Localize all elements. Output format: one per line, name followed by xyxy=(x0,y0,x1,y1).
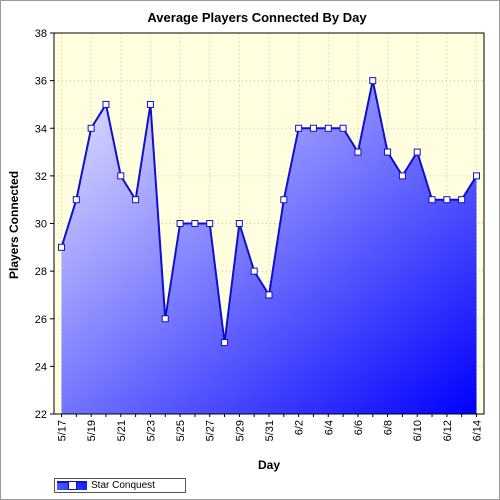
legend-swatch xyxy=(57,480,87,491)
data-point-5/22 xyxy=(132,196,140,204)
x-tick-label: 5/29 xyxy=(234,420,246,441)
data-point-6/6 xyxy=(354,148,362,156)
x-tick-label: 6/12 xyxy=(442,420,454,441)
data-point-6/9 xyxy=(398,172,406,180)
data-point-5/28 xyxy=(221,339,229,347)
x-tick-label: 5/21 xyxy=(116,420,128,441)
y-tick-label: 28 xyxy=(35,266,47,278)
x-tick-label: 5/19 xyxy=(86,420,98,441)
data-point-6/2 xyxy=(295,124,303,132)
y-tick-label: 38 xyxy=(35,28,47,40)
data-point-6/12 xyxy=(443,196,451,204)
data-point-5/21 xyxy=(117,172,125,180)
y-tick-label: 34 xyxy=(35,123,47,135)
x-tick-label: 6/2 xyxy=(294,420,306,435)
data-point-5/30 xyxy=(250,267,258,275)
data-point-5/31 xyxy=(265,291,273,299)
x-tick-label: 6/6 xyxy=(353,420,365,435)
data-point-6/14 xyxy=(473,172,480,180)
y-axis-label: Players Connected xyxy=(7,171,21,279)
y-axis-ticks: 22 24 26 28 30 32 34 36 38 xyxy=(35,28,54,421)
data-point-6/11 xyxy=(428,196,436,204)
y-tick-label: 30 xyxy=(35,219,47,231)
legend: Star Conquest xyxy=(54,478,186,493)
data-point-5/23 xyxy=(146,100,154,108)
y-tick-label: 26 xyxy=(35,314,47,326)
x-axis-label: Day xyxy=(258,458,280,472)
data-point-5/20 xyxy=(102,100,110,108)
data-point-6/3 xyxy=(309,124,317,132)
data-point-5/17 xyxy=(58,243,65,251)
x-tick-label: 6/10 xyxy=(412,420,424,441)
data-point-5/19 xyxy=(87,124,95,132)
legend-label: Star Conquest xyxy=(91,480,155,491)
x-tick-label: 5/23 xyxy=(145,420,157,441)
data-point-5/29 xyxy=(235,220,243,227)
data-point-6/7 xyxy=(369,77,377,85)
data-point-5/26 xyxy=(191,220,199,227)
data-point-6/5 xyxy=(339,124,347,132)
data-points xyxy=(58,77,480,347)
data-point-5/25 xyxy=(176,220,184,227)
plot-border xyxy=(53,32,485,415)
x-tick-label: 6/8 xyxy=(383,420,395,435)
data-point-6/1 xyxy=(280,196,288,204)
series-area xyxy=(61,80,477,414)
chart-title: Average Players Connected By Day xyxy=(147,10,367,25)
x-axis-ticks: 5/17 5/19 5/21 5/23 5/25 5/27 5/29 5/31 6/2 6/4 6/… xyxy=(57,414,484,441)
x-tick-label: 6/4 xyxy=(323,420,335,435)
x-tick-label: 5/25 xyxy=(175,420,187,441)
x-tick-label: 5/31 xyxy=(264,420,276,441)
x-tick-label: 6/14 xyxy=(472,420,484,441)
data-point-6/13 xyxy=(458,196,466,204)
data-point-6/4 xyxy=(324,124,332,132)
x-tick-label: 5/17 xyxy=(57,420,69,441)
x-tick-label: 5/27 xyxy=(205,420,217,441)
y-tick-label: 22 xyxy=(35,409,47,421)
y-tick-label: 24 xyxy=(35,361,47,373)
data-point-6/8 xyxy=(384,148,392,156)
y-tick-label: 32 xyxy=(35,171,47,183)
data-point-5/27 xyxy=(206,220,214,227)
data-point-5/24 xyxy=(161,315,169,323)
square-marker-icon xyxy=(68,481,77,490)
y-tick-label: 36 xyxy=(35,76,47,88)
data-point-5/18 xyxy=(72,196,80,204)
data-point-6/10 xyxy=(413,148,421,156)
